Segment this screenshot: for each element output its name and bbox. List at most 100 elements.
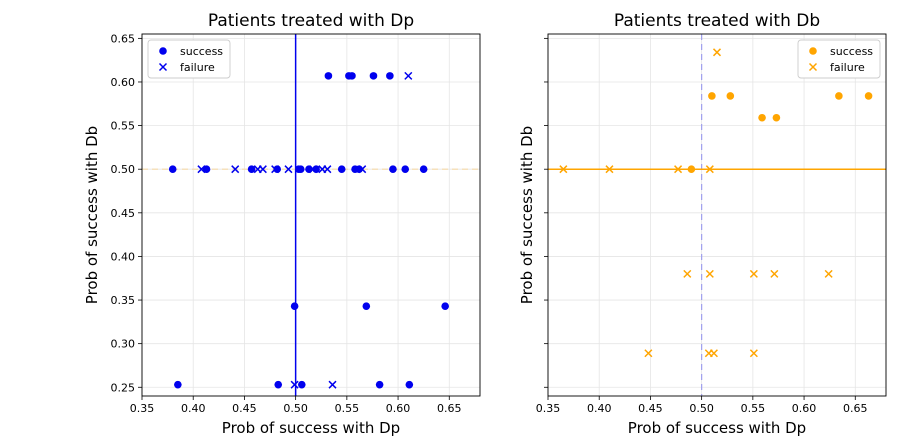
chart-1-success-point-5 [296, 165, 305, 174]
chart-2-x-tick-label-3: 0.50 [689, 402, 714, 415]
chart-1-legend-marker-failure [158, 62, 168, 72]
chart-2-failure-point-4 [712, 48, 722, 57]
chart-1-y-tick-label-3: 0.40 [111, 250, 136, 263]
chart-2-legend-label-success: success [830, 45, 873, 58]
chart-2-x-tick-label-0: 0.35 [536, 402, 561, 415]
chart-2-success-point-2 [726, 92, 735, 100]
chart-1-success-point-22 [174, 380, 182, 389]
chart-1-plot-frame [141, 33, 481, 397]
chart-2-series-success [687, 92, 873, 174]
chart-2-failure-point-3 [705, 165, 714, 174]
chart-2-legend-label-failure: failure [830, 61, 865, 74]
chart-1-success-point-19 [290, 302, 299, 310]
chart-1-x-tick-label-1: 0.40 [181, 402, 206, 415]
chart-1-success-point-25 [375, 380, 384, 389]
chart-2-success-point-3 [835, 92, 843, 100]
chart-2-x-tick-label-5: 0.60 [792, 402, 817, 415]
chart-2-legend-marker-success [809, 47, 817, 55]
chart-1-success-point-26 [405, 380, 414, 389]
chart-1-legend-box [147, 39, 231, 79]
chart-2-failure-point-9 [824, 269, 833, 278]
chart-1-success-point-2 [247, 165, 256, 174]
chart-2-series-failure [559, 48, 833, 358]
chart-1-failure-point-1 [231, 165, 240, 174]
chart-1-failure-point-6 [309, 165, 318, 174]
chart-1-success-point-0 [168, 165, 177, 174]
chart-1-failure-point-9 [358, 165, 367, 174]
chart-1-y-tick-label-8: 0.65 [111, 32, 136, 45]
chart-1-failure-point-0 [197, 165, 206, 174]
chart-2-x-tick-label-6: 0.65 [843, 402, 868, 415]
chart-1-y-tick-label-1: 0.30 [111, 338, 136, 351]
chart-1-success-point-20 [362, 302, 371, 310]
chart-2-legend-marker-failure [808, 62, 818, 72]
chart-1: 0.35 0.40 0.45 0.50 0.55 0.60 0.65 0.25 0.30 0.35… [83, 11, 481, 437]
chart-1-x-tick-label-0: 0.35 [130, 402, 155, 415]
chart-2-success-point-6 [772, 113, 781, 122]
chart-1-y-tick-label-5: 0.50 [111, 163, 136, 176]
chart-1-y-axis-label: Prob of success with Db [83, 126, 101, 304]
chart-2-y-axis-label: Prob of success with Db [518, 126, 536, 304]
chart-1-y-tick-label-0: 0.25 [111, 381, 136, 394]
chart-2-x-axis-label: Prob of success with Dp [628, 419, 806, 437]
chart-1-x-axis-label: Prob of success with Dp [222, 419, 400, 437]
chart-1-legend-marker-success [159, 47, 167, 55]
chart-1-success-point-18 [386, 72, 394, 80]
chart-2-failure-point-8 [770, 269, 779, 278]
chart-1-success-point-17 [369, 72, 378, 80]
chart-2-success-point-0 [687, 165, 696, 174]
chart-1-success-point-6 [305, 165, 313, 174]
chart-1-x-tick-label-4: 0.55 [335, 402, 360, 415]
chart-2-x-tick-label-4: 0.55 [741, 402, 766, 415]
chart-2-success-point-5 [758, 113, 766, 122]
chart-2-failure-point-6 [705, 269, 714, 278]
chart-1-series-success [168, 72, 449, 389]
chart-2-plot-frame [547, 33, 887, 397]
chart-1-failure-point-5 [284, 165, 293, 174]
chart-2-failure-point-13 [749, 349, 758, 358]
chart-2-failure-point-1 [605, 165, 614, 174]
chart-1-success-point-14 [324, 72, 333, 80]
chart-1-success-point-23 [274, 380, 283, 389]
chart-1-series-failure [197, 71, 413, 389]
chart-1-success-point-24 [297, 380, 306, 389]
chart-1-success-point-16 [348, 72, 356, 80]
chart-1-legend-label-failure: failure [180, 61, 215, 74]
chart-1-x-tick-label-5: 0.60 [386, 402, 411, 415]
chart-1-success-point-21 [441, 302, 449, 310]
chart-1-success-point-13 [419, 165, 428, 174]
chart-1-x-tick-label-6: 0.65 [437, 402, 462, 415]
chart-1-legend: success failure [147, 39, 231, 79]
chart-1-success-point-3 [273, 165, 282, 174]
chart-2-failure-point-10 [644, 349, 653, 358]
chart-1-failure-point-12 [328, 380, 337, 389]
chart-1-success-point-12 [401, 165, 410, 174]
chart-2-failure-point-12 [709, 349, 718, 358]
chart-2-failure-point-7 [749, 269, 758, 278]
chart-1-y-tick-label-6: 0.55 [111, 120, 136, 133]
chart-1-title: Patients treated with Dp [208, 11, 414, 31]
chart-1-legend-label-success: success [180, 45, 223, 58]
chart-1-failure-point-11 [290, 380, 299, 389]
chart-2-success-point-1 [708, 92, 716, 100]
chart-1-y-tick-label-2: 0.35 [111, 294, 136, 307]
chart-1-failure-point-4 [271, 165, 280, 174]
chart-1-x-tick-label-2: 0.45 [232, 402, 257, 415]
chart-2-legend-box [797, 39, 881, 79]
chart-1-x-tick-label-3: 0.50 [283, 402, 308, 415]
chart-2-success-point-4 [864, 92, 873, 100]
chart-1-y-tick-label-7: 0.60 [111, 76, 136, 89]
chart-1-success-point-11 [389, 165, 397, 174]
chart-2: 0.35 0.40 0.45 0.50 0.55 0.60 0.65 Patients tre… [518, 11, 887, 437]
chart-1-failure-point-10 [404, 71, 413, 80]
chart-1-failure-point-3 [258, 165, 267, 174]
chart-1-success-point-8 [337, 165, 346, 174]
chart-2-failure-point-5 [683, 269, 692, 278]
chart-2-legend: success failure [797, 39, 881, 79]
chart-1-failure-point-8 [323, 165, 332, 174]
chart-2-failure-point-2 [674, 165, 683, 174]
chart-1-y-tick-label-4: 0.45 [111, 207, 136, 220]
chart-2-x-tick-label-2: 0.45 [638, 402, 663, 415]
chart-2-title: Patients treated with Db [614, 11, 820, 31]
